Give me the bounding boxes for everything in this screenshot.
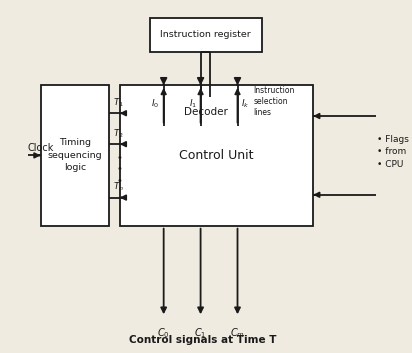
Polygon shape: [137, 99, 274, 126]
Text: Instruction register: Instruction register: [161, 30, 251, 40]
Text: $T_n$: $T_n$: [113, 181, 124, 193]
Text: $I_k$: $I_k$: [241, 97, 250, 110]
Text: Control Unit: Control Unit: [179, 149, 254, 162]
Text: Clock: Clock: [27, 143, 54, 152]
Text: $C_0$: $C_0$: [157, 326, 170, 340]
FancyBboxPatch shape: [41, 85, 109, 226]
Text: $I_1$: $I_1$: [190, 97, 198, 110]
Text: Timing
sequencing
logic: Timing sequencing logic: [47, 138, 102, 172]
Text: $T_2$: $T_2$: [113, 127, 124, 140]
Text: $I_0$: $I_0$: [151, 97, 159, 110]
Text: • Flags
• from
• CPU: • Flags • from • CPU: [377, 135, 409, 169]
Text: Control signals at Time T: Control signals at Time T: [129, 335, 276, 345]
Text: $C_m$: $C_m$: [230, 326, 245, 340]
Text: Decoder: Decoder: [184, 107, 228, 117]
Polygon shape: [197, 97, 215, 106]
FancyBboxPatch shape: [150, 18, 262, 52]
FancyBboxPatch shape: [120, 85, 313, 226]
Text: Instruction
selection
lines: Instruction selection lines: [253, 86, 295, 118]
Text: •
•
•: • • •: [116, 153, 122, 186]
Text: $C_1$: $C_1$: [194, 326, 207, 340]
Text: $T_1$: $T_1$: [113, 96, 124, 109]
